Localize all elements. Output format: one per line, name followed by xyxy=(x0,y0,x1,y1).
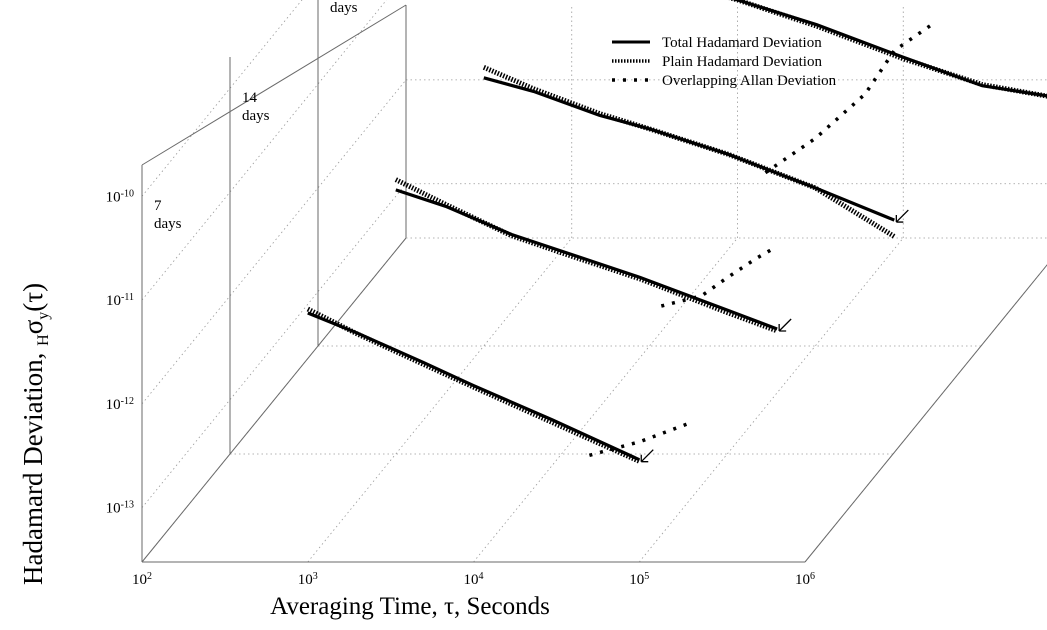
y-axis-title-sub-post: y xyxy=(35,312,52,320)
box-edge xyxy=(142,238,406,562)
total-series-line xyxy=(484,78,895,220)
series-arrow xyxy=(896,210,908,222)
y-tick-label: 10-13 xyxy=(106,499,134,517)
legend-label: Total Hadamard Deviation xyxy=(662,35,822,51)
y-axis-title-main: Hadamard Deviation, xyxy=(18,346,48,585)
x-depth-grid-line xyxy=(474,238,738,562)
y-depth-grid-line xyxy=(142,0,406,300)
depth-label-unit: days xyxy=(154,216,182,232)
tick-layer: 102 103 104 105 106 10-10 10-11 10-12 10-13 xyxy=(106,188,815,588)
x-depth-grid-line xyxy=(308,238,572,562)
x-tick-label: 102 xyxy=(132,571,152,589)
y-tick-label: 10-10 xyxy=(106,188,134,206)
depth-label-unit: days xyxy=(242,108,270,124)
allan-series-line xyxy=(661,246,777,306)
series-arrow xyxy=(779,319,791,331)
legend-label: Plain Hadamard Deviation xyxy=(662,54,822,70)
legend: Total Hadamard Deviation Plain Hadamard D… xyxy=(612,35,837,89)
x-depth-grid-line xyxy=(805,238,1047,562)
y-axis-title-sigma: σ xyxy=(18,319,48,334)
y-axis-title-arg: (τ) xyxy=(18,283,48,312)
y-tick-label: 10-12 xyxy=(106,395,134,413)
allan-series-line xyxy=(589,423,689,455)
x-depth-grid-line xyxy=(639,238,903,562)
frame-layer xyxy=(142,0,1047,562)
x-tick-label: 106 xyxy=(795,571,815,589)
depth-label-layer: 7days14days21days28days xyxy=(154,0,446,232)
legend-label: Overlapping Allan Deviation xyxy=(662,73,837,89)
box-edge xyxy=(805,238,1047,562)
y-tick-label: 10-11 xyxy=(106,292,134,310)
x-tick-label: 103 xyxy=(298,571,318,589)
x-tick-label: 105 xyxy=(629,571,649,589)
x-axis-title: Averaging Time, τ, Seconds xyxy=(270,593,550,620)
total-series-line xyxy=(396,190,777,329)
depth-label-number: 7 xyxy=(154,198,162,214)
x-tick-label: 104 xyxy=(464,571,484,589)
total-series-line xyxy=(308,313,640,460)
depth-label-unit: days xyxy=(330,0,358,16)
y-depth-grid-line xyxy=(142,80,406,404)
series-arrow xyxy=(641,450,653,462)
plain-series-line xyxy=(484,67,895,236)
y-depth-grid-line xyxy=(142,184,406,508)
box-edge xyxy=(142,5,406,165)
y-axis-title-sub-pre: H xyxy=(35,334,52,346)
depth-label-number: 14 xyxy=(242,90,258,106)
y-axis-title: Hadamard Deviation, Hσy(τ) xyxy=(18,283,52,585)
grid-layer xyxy=(142,0,1047,562)
